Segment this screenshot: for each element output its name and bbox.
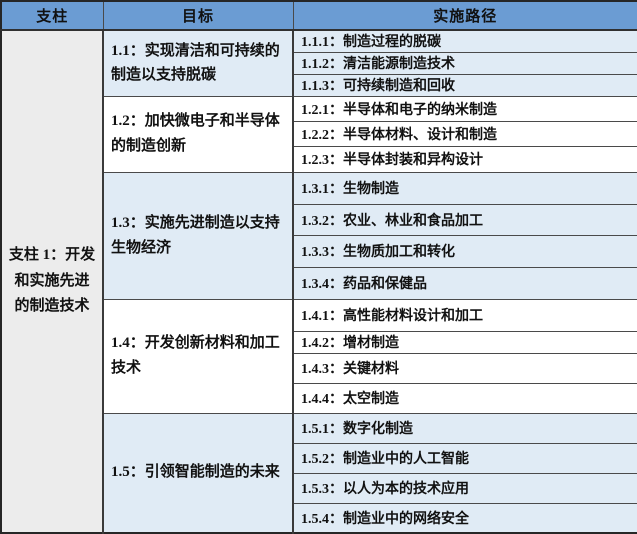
path-cell: 1.3.2：农业、林业和食品加工 — [292, 203, 637, 236]
table-row: 1.4：开发创新材料和加工技术 1.4.1：高性能材料设计和加工 — [1, 298, 637, 414]
path-cell: 1.2.2：半导体材料、设计和制造 — [292, 120, 637, 147]
path-cell: 1.4.1：高性能材料设计和加工 — [292, 298, 637, 332]
column-header-pillar: 支柱 — [0, 0, 104, 31]
table-row: 1.2.3：半导体封装和异构设计 — [1, 145, 637, 173]
path-cell: 1.4.4：太空制造 — [292, 382, 637, 414]
path-cell: 1.4.2：增材制造 — [292, 330, 637, 354]
table-row: 1.3.4：药品和保健品 — [1, 266, 637, 300]
column-header-goal: 目标 — [102, 0, 294, 31]
path-cell: 1.2.1：半导体和电子的纳米制造 — [292, 95, 637, 122]
goal-cell: 1.5：引领智能制造的未来 — [102, 412, 294, 534]
path-cell: 1.5.1：数字化制造 — [292, 412, 637, 444]
table-row: 1.1.2：清洁能源制造技术 — [1, 51, 637, 75]
table-row: 1.4.2：增材制造 — [1, 330, 637, 354]
table-row: 1.5.3：以人为本的技术应用 — [1, 472, 637, 504]
path-cell: 1.5.4：制造业中的网络安全 — [292, 502, 637, 534]
path-cell: 1.3.3：生物质加工和转化 — [292, 234, 637, 268]
table-row: 1.3.3：生物质加工和转化 — [1, 234, 637, 268]
column-header-path: 实施路径 — [292, 0, 637, 31]
table-row: 1.2.2：半导体材料、设计和制造 — [1, 120, 637, 147]
path-cell: 1.4.3：关键材料 — [292, 352, 637, 384]
path-cell: 1.5.3：以人为本的技术应用 — [292, 472, 637, 504]
goal-cell: 1.2：加快微电子和半导体的制造创新 — [102, 95, 294, 173]
table-row: 1.3.2：农业、林业和食品加工 — [1, 203, 637, 236]
goal-cell: 1.3：实施先进制造以支持生物经济 — [102, 171, 294, 300]
header-row: 支柱 目标 实施路径 — [0, 0, 637, 31]
table-row: 1.5.4：制造业中的网络安全 — [1, 502, 637, 534]
goal-cell: 1.1：实现清洁和可持续的制造以支持脱碳 — [102, 29, 294, 97]
goal-cell: 1.4：开发创新材料和加工技术 — [102, 298, 294, 414]
table-row: 支柱 1：开发和实施先进的制造技术 1.1：实现清洁和可持续的制造以支持脱碳 1… — [0, 29, 637, 534]
table-row: 1.1.3：可持续制造和回收 — [1, 73, 637, 97]
path-cell: 1.5.2：制造业中的人工智能 — [292, 442, 637, 474]
table-row: 1.5：引领智能制造的未来 1.5.1：数字化制造 — [1, 412, 637, 534]
path-cell: 1.1.1：制造过程的脱碳 — [292, 29, 637, 53]
table-row: 1.5.2：制造业中的人工智能 — [1, 442, 637, 474]
path-cell: 1.1.2：清洁能源制造技术 — [292, 51, 637, 75]
pillar-cell: 支柱 1：开发和实施先进的制造技术 — [0, 29, 104, 534]
table-row: 1.3：实施先进制造以支持生物经济 1.3.1：生物制造 — [1, 171, 637, 300]
path-cell: 1.3.1：生物制造 — [292, 171, 637, 205]
path-cell: 1.2.3：半导体封装和异构设计 — [292, 145, 637, 173]
table-row: 1.4.3：关键材料 — [1, 352, 637, 384]
path-cell: 1.1.3：可持续制造和回收 — [292, 73, 637, 97]
table-row: 1.2：加快微电子和半导体的制造创新 1.2.1：半导体和电子的纳米制造 — [1, 95, 637, 173]
path-cell: 1.3.4：药品和保健品 — [292, 266, 637, 300]
